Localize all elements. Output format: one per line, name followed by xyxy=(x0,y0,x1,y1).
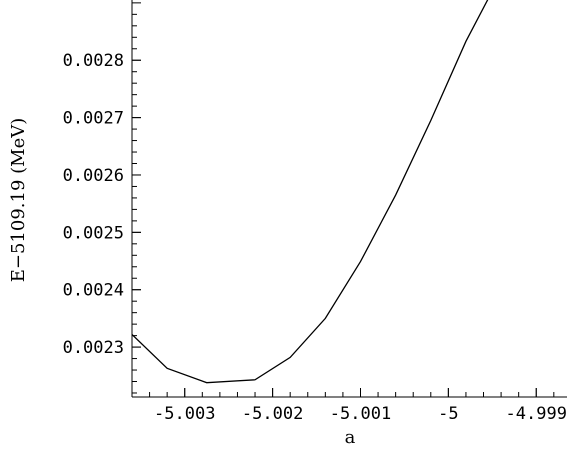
y-tick-label: 0.0025 xyxy=(63,223,124,243)
ticks-layer xyxy=(132,2,555,397)
y-tick-label: 0.0024 xyxy=(63,281,124,301)
x-tick-label: -5.002 xyxy=(242,404,303,424)
y-tick-label: 0.0027 xyxy=(63,109,124,129)
y-tick-label: 0.0026 xyxy=(63,166,124,186)
x-tick-label: -5.003 xyxy=(154,404,215,424)
x-tick-label: -5 xyxy=(438,404,458,424)
y-tick-label: 0.0023 xyxy=(63,338,124,358)
x-tick-label: -5.001 xyxy=(330,404,391,424)
plot-frame xyxy=(131,0,567,398)
x-axis-label: a xyxy=(345,427,356,448)
tick-labels-layer: -5.003 -5.002 -5.001 -5 -4.999 0.0023 0.0024 0.… xyxy=(63,51,567,424)
series-layer xyxy=(132,0,489,384)
energy-curve xyxy=(132,0,489,384)
y-axis-label: E−5109.19 (MeV) xyxy=(8,118,29,283)
y-tick-label: 0.0028 xyxy=(63,51,124,71)
x-tick-label: -4.999 xyxy=(506,404,567,424)
